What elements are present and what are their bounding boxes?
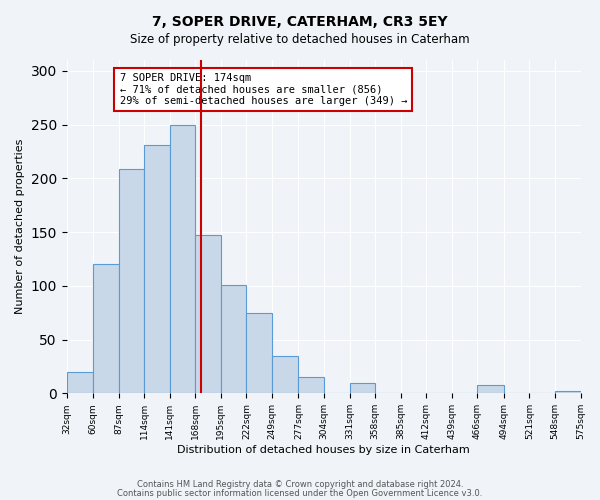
Bar [555,391,581,394]
Bar [196,236,221,394]
Text: 7 SOPER DRIVE: 174sqm
← 71% of detached houses are smaller (856)
29% of semi-det: 7 SOPER DRIVE: 174sqm ← 71% of detached … [119,73,407,106]
Text: 7, SOPER DRIVE, CATERHAM, CR3 5EY: 7, SOPER DRIVE, CATERHAM, CR3 5EY [152,15,448,29]
Bar [93,264,119,394]
Text: Contains public sector information licensed under the Open Government Licence v3: Contains public sector information licen… [118,488,482,498]
Text: Size of property relative to detached houses in Caterham: Size of property relative to detached ho… [130,32,470,46]
Bar [298,377,324,394]
Bar [119,168,144,394]
Y-axis label: Number of detached properties: Number of detached properties [15,139,25,314]
Bar [144,145,170,394]
Bar [170,124,196,394]
Bar [478,384,504,394]
Text: Contains HM Land Registry data © Crown copyright and database right 2024.: Contains HM Land Registry data © Crown c… [137,480,463,489]
Bar [221,284,247,394]
Bar [350,382,375,394]
Bar [247,312,272,394]
Bar [67,372,93,394]
Bar [272,356,298,394]
X-axis label: Distribution of detached houses by size in Caterham: Distribution of detached houses by size … [177,445,470,455]
